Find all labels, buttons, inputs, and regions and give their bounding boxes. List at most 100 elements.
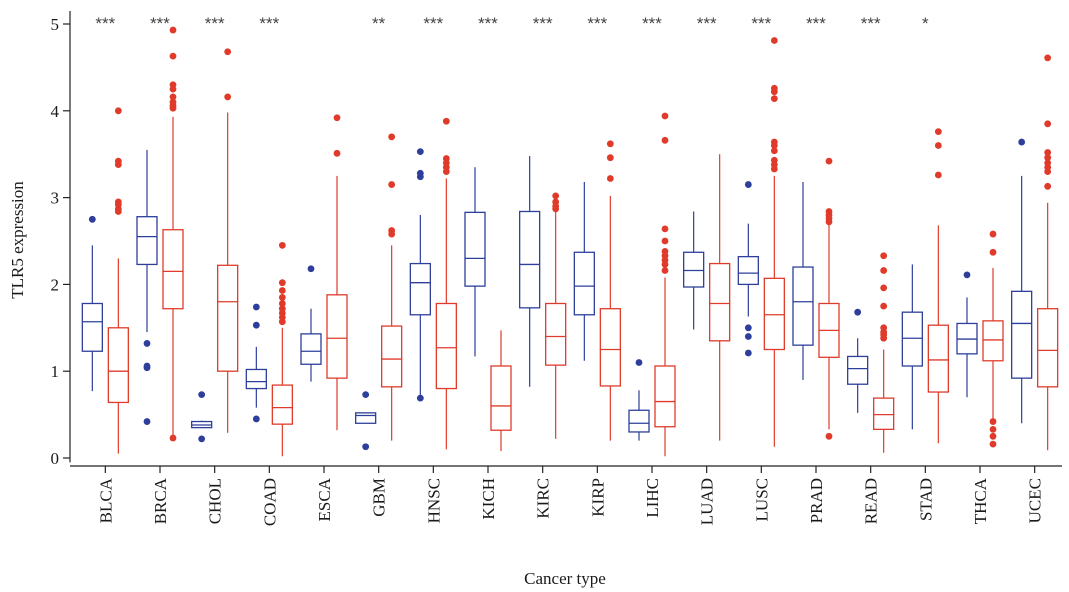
iqr-box	[409, 262, 431, 316]
x-axis: BLCA BRCA CHOL COAD ESCA GBM HNSC KICH KIRC KIRP L…	[70, 465, 1062, 526]
x-tick-label: ESCA	[315, 477, 334, 521]
iqr-box	[1011, 290, 1033, 379]
iqr-box	[490, 365, 512, 431]
outlier-point	[1044, 154, 1052, 162]
normal-box	[519, 155, 541, 387]
iqr-box	[873, 397, 895, 431]
outlier-point	[661, 261, 669, 268]
x-tick-label: BRCA	[151, 477, 170, 524]
outlier-point	[114, 107, 122, 115]
outlier-point	[661, 267, 669, 274]
x-tick-label: BLCA	[96, 477, 115, 523]
outlier-point	[744, 181, 752, 188]
tumor-box	[763, 37, 785, 447]
outlier-point	[880, 302, 888, 310]
normal-box	[956, 271, 978, 398]
normal-box	[573, 181, 595, 361]
outlier-point	[744, 333, 752, 340]
outlier-point	[169, 434, 177, 442]
outlier-point	[442, 168, 450, 175]
outlier-point	[278, 241, 286, 249]
normal-box	[901, 264, 923, 430]
x-tick-label: COAD	[260, 478, 279, 526]
x-tick-label: STAD	[916, 478, 935, 521]
x-tick-label: PRAD	[807, 478, 826, 523]
x-tick-label: LUAD	[698, 478, 717, 525]
tumor-box	[271, 241, 293, 457]
outlier-point	[1044, 120, 1052, 128]
tumor-box	[162, 26, 184, 442]
y-tick-label: 0	[51, 449, 60, 468]
y-tick-label: 4	[51, 102, 60, 121]
outlier-point	[989, 418, 997, 425]
iqr-box	[1037, 308, 1059, 388]
y-tick-label: 5	[51, 15, 60, 34]
iqr-box	[217, 264, 239, 372]
outlier-point	[333, 114, 341, 122]
significance-label: ***	[259, 14, 279, 33]
x-tick-label: HNSC	[424, 478, 443, 523]
outlier-point	[661, 225, 669, 233]
outlier-point	[169, 85, 177, 93]
iqr-box	[355, 412, 377, 424]
outlier-point	[744, 324, 752, 332]
iqr-box	[599, 308, 621, 387]
outlier-point	[416, 148, 424, 155]
tumor-box	[599, 140, 621, 441]
iqr-box	[763, 277, 785, 351]
normal-box	[847, 308, 869, 413]
outlier-point	[989, 432, 997, 440]
tumor-box	[982, 230, 1004, 448]
normal-box	[409, 148, 431, 402]
outlier-point	[770, 95, 778, 103]
outlier-point	[388, 133, 396, 141]
outlier-point	[88, 215, 96, 223]
x-tick-label: KIRC	[534, 478, 553, 519]
significance-label: *	[922, 14, 929, 33]
iqr-box	[982, 320, 1004, 362]
outlier-point	[989, 425, 997, 433]
tumor-box	[545, 192, 567, 439]
significance-label: ***	[587, 14, 607, 33]
outlier-point	[770, 142, 778, 149]
outlier-point	[880, 252, 888, 260]
outlier-point	[252, 303, 260, 311]
outlier-point	[825, 218, 833, 226]
iqr-box	[709, 262, 731, 342]
outlier-point	[661, 237, 669, 245]
x-tick-label: READ	[862, 478, 881, 524]
outlier-point	[198, 435, 206, 443]
outlier-point	[1044, 182, 1052, 190]
outlier-point	[224, 93, 232, 101]
x-tick-label: KIRP	[588, 478, 607, 517]
outlier-point	[278, 294, 286, 301]
significance-label: ***	[642, 14, 662, 33]
y-tick-label: 1	[51, 362, 60, 381]
significance-label: ***	[806, 14, 826, 33]
y-tick-label: 2	[51, 275, 60, 294]
outlier-point	[854, 308, 862, 316]
outlier-point	[307, 265, 315, 273]
outlier-point	[442, 117, 450, 125]
outlier-point	[198, 391, 206, 399]
normal-box	[1011, 138, 1033, 424]
normal-box	[628, 359, 650, 441]
iqr-box	[737, 255, 759, 286]
x-tick-label: LUSC	[752, 478, 771, 521]
outlier-point	[224, 48, 232, 56]
iqr-box	[271, 384, 293, 425]
outlier-point	[333, 149, 341, 157]
outlier-point	[416, 173, 424, 181]
outlier-point	[169, 26, 177, 34]
outlier-point	[388, 181, 396, 188]
y-axis: 0 1 2 3 4 5	[51, 10, 71, 468]
outlier-point	[825, 432, 833, 440]
tumor-box	[818, 157, 840, 440]
outlier-point	[552, 205, 560, 213]
x-tick-label: GBM	[370, 478, 389, 517]
outlier-point	[278, 287, 286, 294]
iqr-box	[927, 324, 949, 393]
normal-box	[245, 303, 267, 423]
outlier-point	[143, 340, 151, 347]
normal-box	[191, 391, 213, 443]
